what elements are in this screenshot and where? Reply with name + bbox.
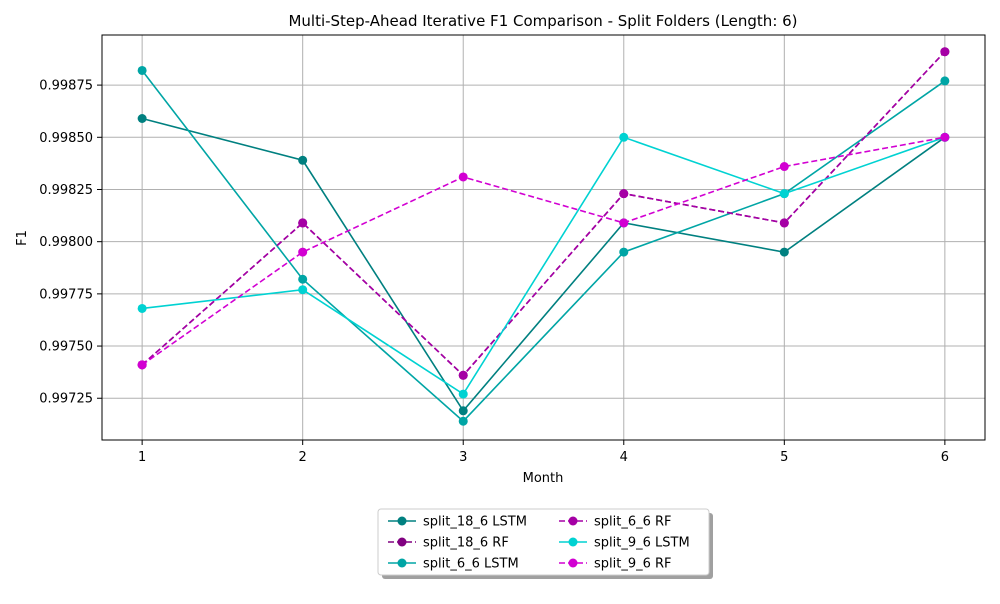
series-split_9_6-rf bbox=[137, 132, 950, 370]
grid bbox=[102, 35, 985, 440]
series-split_6_6-rf bbox=[137, 47, 950, 380]
data-point bbox=[458, 416, 468, 426]
series-line bbox=[142, 136, 946, 396]
series-line bbox=[141, 51, 946, 377]
y-axis-ticks: 0.99725 0.99750 0.99775 0.99800 0.99825 0.998… bbox=[39, 79, 102, 407]
legend-box bbox=[377, 508, 710, 576]
series-line bbox=[141, 51, 946, 377]
x-axis-label: Month bbox=[523, 471, 564, 486]
plot-frame bbox=[101, 34, 986, 441]
x-tick-label: 3 bbox=[459, 450, 467, 465]
chart-title: Multi-Step-Ahead Iterative F1 Comparison… bbox=[288, 12, 797, 30]
data-point bbox=[619, 247, 629, 257]
legend-label: split_6_6 RF bbox=[594, 515, 672, 530]
y-tick-label: 0.99850 bbox=[39, 131, 93, 146]
series-line bbox=[141, 117, 946, 413]
data-point bbox=[458, 172, 468, 182]
legend-swatch-marker bbox=[568, 537, 578, 547]
data-point bbox=[298, 274, 308, 284]
data-point bbox=[137, 360, 147, 370]
series-line bbox=[141, 136, 946, 366]
legend-entry: split_18_6 RF bbox=[388, 536, 509, 551]
legend-swatch-marker bbox=[397, 516, 407, 526]
x-tick-label: 4 bbox=[620, 450, 628, 465]
data-point bbox=[619, 189, 629, 199]
data-point bbox=[940, 132, 950, 142]
data-point bbox=[137, 65, 147, 75]
legend-entry: split_6_6 RF bbox=[559, 515, 672, 530]
data-point bbox=[298, 247, 308, 257]
data-point bbox=[779, 162, 789, 172]
data-point bbox=[458, 406, 468, 416]
y-tick-label: 0.99725 bbox=[39, 392, 93, 407]
legend-label: split_18_6 RF bbox=[423, 536, 509, 551]
x-tick-label: 5 bbox=[780, 450, 788, 465]
legend-swatch-marker bbox=[397, 558, 407, 568]
legend-entry: split_18_6 LSTM bbox=[388, 515, 527, 530]
legend-swatch-marker bbox=[397, 537, 407, 547]
series-split_18_6-rf bbox=[137, 47, 950, 380]
y-tick-label: 0.99825 bbox=[39, 183, 93, 198]
x-tick-label: 1 bbox=[138, 450, 146, 465]
data-point bbox=[779, 247, 789, 257]
legend-label: split_9_6 LSTM bbox=[594, 536, 690, 551]
data-point bbox=[779, 189, 789, 199]
y-tick-label: 0.99775 bbox=[39, 287, 93, 302]
data-point bbox=[779, 218, 789, 228]
legend-entry: split_9_6 RF bbox=[559, 557, 672, 572]
data-point bbox=[940, 76, 950, 86]
data-point bbox=[458, 389, 468, 399]
legend-label: split_6_6 LSTM bbox=[423, 557, 519, 572]
data-point bbox=[298, 285, 308, 295]
legend-entry: split_9_6 LSTM bbox=[559, 536, 690, 551]
series-split_9_6-lstm bbox=[137, 132, 950, 399]
data-point bbox=[137, 303, 147, 313]
series-layer bbox=[137, 47, 950, 426]
x-tick-label: 2 bbox=[299, 450, 307, 465]
legend-swatch-marker bbox=[568, 558, 578, 568]
data-point bbox=[940, 47, 950, 57]
legend-swatch-marker bbox=[568, 516, 578, 526]
y-tick-label: 0.99800 bbox=[39, 235, 93, 250]
data-point bbox=[137, 114, 147, 124]
y-tick-label: 0.99875 bbox=[39, 79, 93, 94]
legend-label: split_9_6 RF bbox=[594, 557, 672, 572]
legend-entry: split_6_6 LSTM bbox=[388, 557, 519, 572]
data-point bbox=[619, 218, 629, 228]
series-line bbox=[141, 70, 946, 423]
legend-label: split_18_6 LSTM bbox=[423, 515, 527, 530]
series-split_6_6-lstm bbox=[137, 65, 950, 426]
data-point bbox=[298, 155, 308, 165]
x-tick-label: 6 bbox=[941, 450, 949, 465]
y-axis-label: F1 bbox=[15, 230, 30, 246]
data-point bbox=[619, 132, 629, 142]
data-point bbox=[298, 218, 308, 228]
x-axis-ticks: 1 2 3 4 5 6 bbox=[138, 440, 949, 465]
legend: split_18_6 LSTM split_18_6 RF split_6_6 LS… bbox=[377, 508, 713, 579]
data-point bbox=[458, 370, 468, 380]
y-tick-label: 0.99750 bbox=[39, 340, 93, 355]
